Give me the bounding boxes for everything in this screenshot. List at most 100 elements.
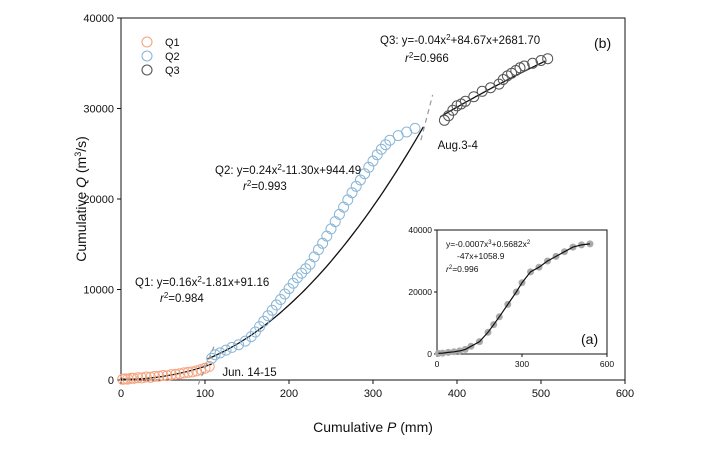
breakpoint-dash-jun — [197, 343, 216, 385]
data-point-q2 — [359, 168, 371, 180]
data-point-q3 — [497, 74, 509, 85]
data-point-q3 — [542, 53, 554, 65]
data-point-q2 — [342, 194, 354, 206]
panel-label-b: (b) — [594, 35, 611, 51]
inset-x-tick-label: 300 — [515, 359, 529, 369]
equation-q2: Q2: y=0.24x2-11.30x+944.49 — [215, 163, 361, 178]
chart-legend: Q1 Q2 Q3 — [141, 36, 180, 77]
inset-fit-curve — [438, 243, 591, 354]
r2-q2-exp: 2 — [247, 179, 252, 188]
data-point-q1 — [165, 369, 177, 381]
data-point-q3 — [535, 55, 547, 66]
inset-equation-line1: y=-0.0007x3+0.5682x2 — [446, 239, 531, 249]
inset-eq-part2: +0.5682x — [492, 239, 528, 249]
data-point-q2 — [312, 244, 324, 256]
y-axis-title-sup: 3 — [73, 152, 83, 157]
inset-equation-line2: -47x+1058.9 — [457, 251, 505, 261]
inset-r2-exp: 2 — [449, 265, 453, 271]
r2-q3-exp: 2 — [409, 51, 414, 60]
y-axis-title: Cumulative Q (m3/s) — [73, 136, 89, 262]
data-point-q2 — [287, 277, 299, 289]
data-point-q1 — [174, 368, 186, 380]
r2-q3: r2=0.966 — [405, 51, 449, 66]
r2-q1: r2=0.984 — [160, 291, 204, 306]
equation-q1-suffix: -1.81x+91.16 — [202, 277, 269, 289]
inset-r2-value: =0.996 — [452, 264, 479, 274]
r2-q1-value: =0.984 — [168, 293, 204, 305]
data-point-q2 — [226, 341, 238, 353]
annotation-jun: Jun. 14-15 — [222, 367, 276, 379]
data-point-q2 — [325, 223, 337, 235]
inset-x-tick-label: 600 — [600, 359, 614, 369]
inset-y-tick-label: 20000 — [408, 287, 432, 297]
data-point-q2 — [275, 294, 287, 305]
r2-q1-r: r — [160, 293, 165, 305]
equation-q3-prefix: Q3: y=-0.04x — [380, 35, 446, 47]
data-point-q2 — [367, 155, 379, 167]
data-point-q1 — [153, 370, 165, 382]
legend-marker-q3 — [141, 64, 153, 76]
data-point-q1 — [170, 368, 182, 380]
x-tick-label: 300 — [364, 388, 382, 400]
equation-q1: Q1: y=0.16x2-1.81x+91.16 — [135, 275, 269, 290]
x-tick-label: 100 — [196, 388, 214, 400]
y-axis-title-text: Cumulative — [73, 188, 89, 262]
data-point-q2 — [329, 216, 341, 228]
equation-q2-suffix: -11.30x+944.49 — [282, 165, 361, 177]
r2-q3-value: =0.966 — [413, 53, 449, 65]
main-plot-axes — [120, 17, 626, 381]
x-tick-label: 400 — [448, 388, 466, 400]
panel-label-a: (a) — [581, 331, 598, 347]
y-axis-title-var: Q — [73, 177, 89, 188]
data-point-q2 — [206, 352, 218, 364]
data-point-q2 — [350, 180, 362, 192]
data-point-q2 — [409, 122, 421, 134]
y-axis-title-tail: /s) — [73, 136, 89, 152]
data-point-q2 — [384, 134, 396, 146]
main-plot-fit-curves — [121, 60, 546, 380]
breakpoint-dash-aug — [420, 94, 434, 141]
x-tick-label: 200 — [280, 388, 298, 400]
inset-y-tick-label: 0 — [427, 349, 432, 359]
data-point-q1 — [149, 370, 161, 382]
fit-curve-q3 — [439, 60, 546, 118]
data-point-q1 — [157, 370, 169, 381]
data-point-q2 — [333, 208, 345, 220]
data-point-q2 — [220, 344, 232, 356]
legend-marker-q1 — [141, 36, 153, 48]
data-point-q2 — [214, 347, 226, 359]
legend-label-q1: Q1 — [165, 37, 180, 49]
data-point-q3 — [459, 95, 471, 107]
data-point-q2 — [308, 251, 320, 263]
data-point-q1 — [144, 371, 156, 383]
data-point-q3 — [527, 57, 539, 69]
r2-q2: r2=0.993 — [243, 179, 287, 194]
annotation-aug: Aug.3-4 — [438, 140, 479, 152]
equation-q1-prefix: Q1: y=0.16x — [135, 277, 198, 289]
data-point-q1 — [132, 372, 144, 384]
data-point-q2 — [209, 349, 221, 361]
legend-label-q2: Q2 — [165, 51, 180, 63]
equation-q3: Q3: y=-0.04x2+84.67x+2681.70 — [380, 33, 540, 48]
data-point-q1 — [161, 370, 173, 382]
inset-r2-r: r — [446, 264, 450, 274]
data-point-q1 — [136, 372, 148, 384]
data-point-q2 — [338, 201, 350, 213]
x-tick-label: 0 — [118, 388, 124, 400]
equation-q1-exp: 2 — [197, 275, 202, 284]
data-point-q1 — [182, 366, 194, 378]
r2-q2-value: =0.993 — [251, 181, 287, 193]
inset-y-tick-label: 40000 — [408, 225, 432, 235]
equation-q3-suffix: +84.67x+2681.70 — [451, 35, 541, 47]
legend-label-q3: Q3 — [165, 65, 180, 77]
y-tick-label: 0 — [108, 375, 114, 387]
data-point-q2 — [258, 315, 270, 327]
fit-curve-q2 — [207, 126, 424, 360]
data-point-q1 — [140, 371, 152, 383]
equation-q2-prefix: Q2: y=0.24x — [215, 165, 278, 177]
legend-marker-q2 — [141, 50, 153, 62]
